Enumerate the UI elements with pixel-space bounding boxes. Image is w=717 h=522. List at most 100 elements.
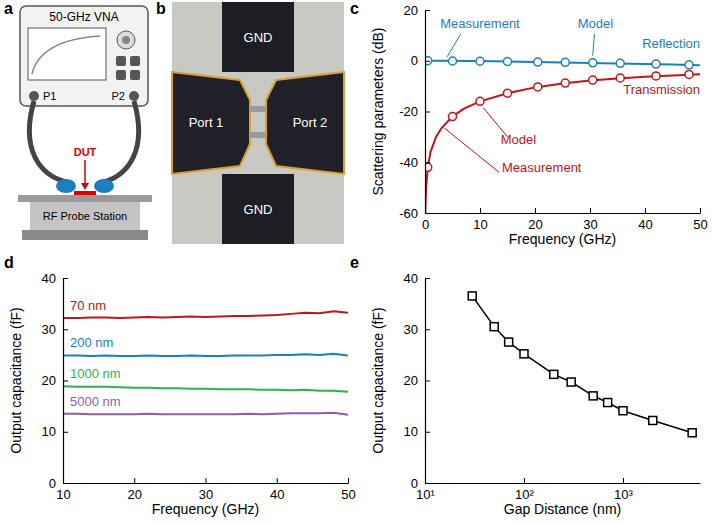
y-tick-label: 40 xyxy=(42,271,56,286)
annotation-leader xyxy=(593,34,595,56)
y-tick: 40 xyxy=(404,271,430,286)
station-label: RF Probe Station xyxy=(43,210,127,222)
x-tick-label: 40 xyxy=(270,487,284,502)
data-point xyxy=(619,407,627,415)
x-tick-label: 30 xyxy=(199,487,213,502)
data-point xyxy=(504,58,512,66)
chart-d: 70 nm200 nm1000 nm5000 nm102030405001020… xyxy=(8,271,356,517)
data-point xyxy=(685,61,693,69)
x-tick: 20 xyxy=(128,478,142,502)
x-axis: 10 20 30 40 50 xyxy=(56,478,355,502)
panel-label: c xyxy=(350,0,359,17)
y-tick-label: 40 xyxy=(404,271,418,286)
panel-label: b xyxy=(156,0,166,17)
x-tick-mark xyxy=(590,208,591,213)
x-tick: 10 xyxy=(473,208,487,232)
y-tick-mark xyxy=(425,381,430,382)
x-tick-label: 10 xyxy=(56,487,70,502)
y-tick: 30 xyxy=(42,322,68,337)
x-axis: 10¹10²10³ xyxy=(416,478,700,502)
y-axis: 010203040 xyxy=(42,271,68,491)
y-tick: -40 xyxy=(399,155,430,170)
y-axis-title: Scattering parameters (dB) xyxy=(370,27,386,195)
y-tick-label: -20 xyxy=(399,104,418,119)
y-tick-label: 10 xyxy=(404,424,418,439)
data-point xyxy=(589,76,597,84)
electrode xyxy=(250,106,266,112)
series-label: 200 nm xyxy=(70,335,113,350)
vna-knob xyxy=(117,31,135,49)
x-axis-line xyxy=(426,483,701,484)
vna-button xyxy=(130,56,140,66)
y-tick-label: 30 xyxy=(404,322,418,337)
data-point xyxy=(534,83,542,91)
y-tick-label: 0 xyxy=(49,476,56,491)
panel-label: a xyxy=(4,0,13,17)
y-tick: 20 xyxy=(404,3,430,18)
annotation: Model xyxy=(501,132,537,147)
panel-b: GNDGNDPort 1Port 2 xyxy=(172,2,344,244)
y-tick-mark xyxy=(425,278,430,279)
y-tick-label: 0 xyxy=(411,476,418,491)
x-tick-mark xyxy=(134,478,135,483)
pad-label: GND xyxy=(244,202,273,217)
x-tick-mark xyxy=(623,478,624,483)
x-tick: 50 xyxy=(341,478,355,502)
annotation: Model xyxy=(578,16,614,31)
x-axis-title: Gap Distance (nm) xyxy=(504,501,621,517)
panel-a: 50-GHz VNAP1P2DUTRF Probe Station xyxy=(18,6,152,240)
x-tick: 40 xyxy=(638,208,652,232)
x-tick-mark xyxy=(480,208,481,213)
x-axis-line xyxy=(64,483,349,484)
y-tick: 10 xyxy=(42,424,68,439)
y-axis-title: Output capacitance (fF) xyxy=(8,307,24,453)
y-tick: -20 xyxy=(399,104,430,119)
y-tick: 0 xyxy=(49,476,68,491)
y-tick-mark xyxy=(425,432,430,433)
signal-pad xyxy=(266,72,344,174)
y-tick-mark xyxy=(425,162,430,163)
x-tick-label: 20 xyxy=(128,487,142,502)
x-tick: 30 xyxy=(583,208,597,232)
x-tick: 30 xyxy=(199,478,213,502)
pad-label: GND xyxy=(244,30,273,45)
vna-screen xyxy=(28,28,106,80)
annotation-leader xyxy=(444,128,499,172)
figure: 50-GHz VNAP1P2DUTRF Probe StationaGNDGND… xyxy=(0,0,717,522)
y-tick-label: -40 xyxy=(399,155,418,170)
data-point xyxy=(589,59,597,67)
vna-button xyxy=(130,70,140,80)
y-tick-label: 20 xyxy=(404,373,418,388)
y-tick: 0 xyxy=(411,476,430,491)
series-label: 1000 nm xyxy=(70,366,121,381)
x-tick: 10³ xyxy=(614,478,633,502)
platform xyxy=(18,195,152,202)
gnd-pad xyxy=(222,174,294,244)
y-tick-mark xyxy=(63,381,68,382)
y-tick: -60 xyxy=(399,206,430,221)
y-tick-label: 20 xyxy=(404,3,418,18)
data-point xyxy=(567,378,575,386)
x-tick-label: 10 xyxy=(473,217,487,232)
x-axis-title: Frequency (GHz) xyxy=(509,231,616,247)
x-tick-label: 50 xyxy=(693,217,707,232)
y-tick: 40 xyxy=(42,271,68,286)
series-line xyxy=(63,386,348,392)
data-point xyxy=(534,58,542,66)
y-tick: 30 xyxy=(404,322,430,337)
x-tick-label: 50 xyxy=(341,487,355,502)
chart-e: 10¹10²10³0 10 20 30 40 Gap Distance (nm) Outpu… xyxy=(370,271,701,517)
x-axis-title: Frequency (GHz) xyxy=(152,501,259,517)
annotation-leader xyxy=(447,34,461,57)
y-tick-mark xyxy=(425,61,430,62)
instrument-label: 50-GHz VNA xyxy=(49,10,118,24)
port-label: P1 xyxy=(43,90,56,102)
vna-button xyxy=(116,70,126,80)
series-line xyxy=(472,296,692,433)
x-tick-label: 30 xyxy=(583,217,597,232)
series-label: 5000 nm xyxy=(70,394,121,409)
data-point xyxy=(449,57,457,65)
y-axis-title: Output capacitance (fF) xyxy=(370,307,386,453)
annotation: Transmission xyxy=(623,82,700,97)
probe xyxy=(94,179,114,193)
